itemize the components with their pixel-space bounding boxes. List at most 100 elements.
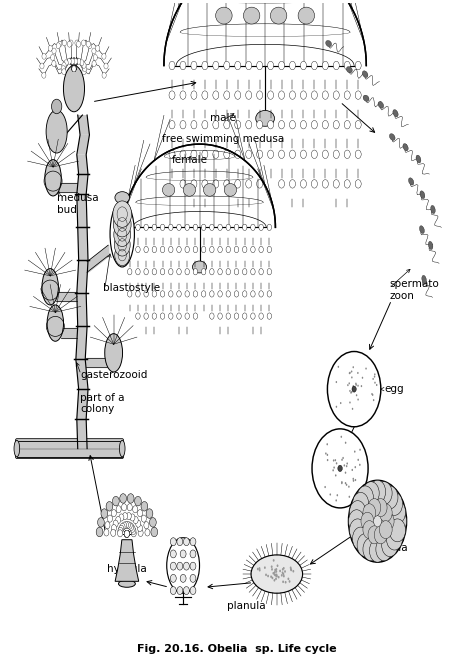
Ellipse shape <box>177 537 183 545</box>
Circle shape <box>136 246 140 252</box>
Circle shape <box>136 520 141 527</box>
Polygon shape <box>77 155 88 174</box>
Circle shape <box>116 505 121 513</box>
Ellipse shape <box>170 537 176 545</box>
Circle shape <box>128 224 132 230</box>
Circle shape <box>150 519 155 526</box>
Circle shape <box>344 91 350 99</box>
Circle shape <box>111 529 116 536</box>
Circle shape <box>376 384 377 386</box>
Circle shape <box>115 244 130 266</box>
Circle shape <box>201 246 206 252</box>
Circle shape <box>202 91 208 99</box>
Text: hydrula: hydrula <box>107 565 147 575</box>
Polygon shape <box>77 294 87 326</box>
Circle shape <box>362 377 363 379</box>
Circle shape <box>128 246 132 252</box>
Circle shape <box>270 575 272 578</box>
Circle shape <box>325 452 327 455</box>
Circle shape <box>285 581 287 583</box>
Circle shape <box>279 121 284 129</box>
Circle shape <box>322 61 328 70</box>
Circle shape <box>72 66 76 72</box>
Circle shape <box>273 579 275 581</box>
Circle shape <box>185 313 190 319</box>
Circle shape <box>335 459 336 462</box>
Circle shape <box>369 539 386 562</box>
Circle shape <box>256 121 263 129</box>
Circle shape <box>152 528 157 535</box>
Polygon shape <box>164 0 366 65</box>
Circle shape <box>113 201 132 227</box>
Circle shape <box>359 464 361 466</box>
Circle shape <box>72 66 76 72</box>
Circle shape <box>348 509 365 533</box>
Circle shape <box>82 40 86 46</box>
Circle shape <box>267 291 272 297</box>
Circle shape <box>210 224 214 230</box>
Circle shape <box>373 378 374 380</box>
Circle shape <box>328 352 381 427</box>
Circle shape <box>102 53 106 59</box>
Circle shape <box>327 443 328 446</box>
Circle shape <box>210 313 214 319</box>
Circle shape <box>289 580 291 583</box>
Circle shape <box>127 522 132 529</box>
Ellipse shape <box>224 184 237 196</box>
Circle shape <box>169 91 175 99</box>
Ellipse shape <box>346 67 352 73</box>
Circle shape <box>369 480 386 503</box>
Circle shape <box>311 61 318 70</box>
Ellipse shape <box>362 71 368 77</box>
Circle shape <box>92 61 96 67</box>
Circle shape <box>272 577 273 579</box>
Circle shape <box>191 180 197 188</box>
Circle shape <box>279 180 284 188</box>
Circle shape <box>111 509 116 517</box>
Circle shape <box>72 66 76 72</box>
Circle shape <box>355 466 356 468</box>
Circle shape <box>363 503 376 522</box>
Circle shape <box>259 313 264 319</box>
Circle shape <box>185 224 190 230</box>
Circle shape <box>283 573 284 575</box>
Circle shape <box>218 224 222 230</box>
Circle shape <box>351 370 352 372</box>
Circle shape <box>282 581 284 583</box>
Circle shape <box>73 59 78 65</box>
Circle shape <box>235 121 241 129</box>
Circle shape <box>256 150 263 159</box>
Circle shape <box>144 268 148 275</box>
Circle shape <box>301 121 306 129</box>
Ellipse shape <box>216 7 232 24</box>
Circle shape <box>82 63 86 69</box>
Circle shape <box>92 48 96 54</box>
Circle shape <box>301 180 306 188</box>
Circle shape <box>373 399 374 401</box>
Circle shape <box>301 91 306 99</box>
Circle shape <box>118 529 123 537</box>
Circle shape <box>281 574 283 577</box>
Ellipse shape <box>256 111 274 127</box>
Circle shape <box>169 313 173 319</box>
Circle shape <box>119 514 124 521</box>
Circle shape <box>124 530 129 537</box>
Text: gasterozooid: gasterozooid <box>80 370 147 380</box>
Ellipse shape <box>177 587 183 595</box>
Circle shape <box>273 572 274 575</box>
Circle shape <box>113 212 131 237</box>
Circle shape <box>180 61 186 70</box>
Ellipse shape <box>183 184 196 196</box>
Circle shape <box>243 291 247 297</box>
Circle shape <box>349 402 351 404</box>
Circle shape <box>121 503 127 511</box>
Text: egg: egg <box>384 384 404 394</box>
Circle shape <box>357 486 374 509</box>
Circle shape <box>327 454 328 456</box>
Circle shape <box>160 268 165 275</box>
Circle shape <box>130 514 135 521</box>
Circle shape <box>340 468 341 471</box>
Circle shape <box>126 513 131 519</box>
Circle shape <box>48 45 53 51</box>
Circle shape <box>130 525 135 532</box>
